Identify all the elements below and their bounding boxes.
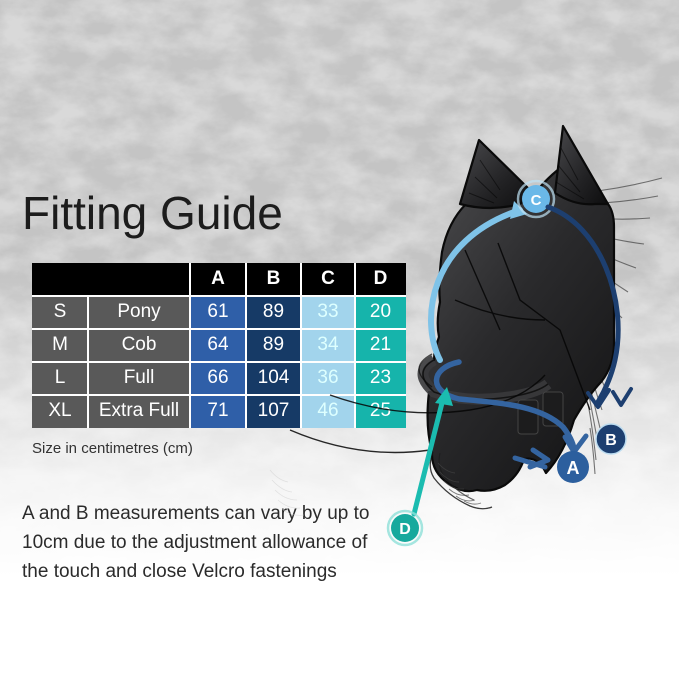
- svg-text:A: A: [567, 458, 580, 478]
- svg-text:D: D: [399, 521, 411, 538]
- svg-text:C: C: [531, 192, 542, 209]
- svg-text:B: B: [605, 432, 617, 449]
